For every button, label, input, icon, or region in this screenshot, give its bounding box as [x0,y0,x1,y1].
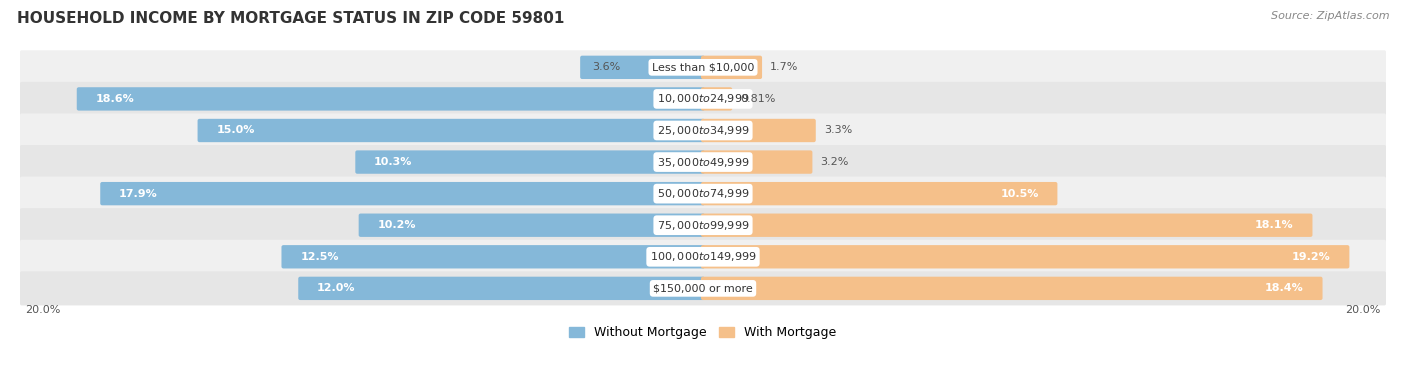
FancyBboxPatch shape [702,182,1057,205]
FancyBboxPatch shape [20,113,1386,147]
Legend: Without Mortgage, With Mortgage: Without Mortgage, With Mortgage [564,321,842,344]
Text: 3.3%: 3.3% [824,125,852,135]
FancyBboxPatch shape [20,177,1386,211]
Text: 18.4%: 18.4% [1265,284,1303,293]
Text: 15.0%: 15.0% [217,125,254,135]
Text: $35,000 to $49,999: $35,000 to $49,999 [657,156,749,169]
Text: $150,000 or more: $150,000 or more [654,284,752,293]
Text: $50,000 to $74,999: $50,000 to $74,999 [657,187,749,200]
Text: 3.6%: 3.6% [592,62,620,72]
Text: 18.6%: 18.6% [96,94,135,104]
Text: $25,000 to $34,999: $25,000 to $34,999 [657,124,749,137]
FancyBboxPatch shape [20,145,1386,179]
Text: 10.3%: 10.3% [374,157,412,167]
Text: Source: ZipAtlas.com: Source: ZipAtlas.com [1271,11,1389,21]
FancyBboxPatch shape [702,150,813,174]
Text: 0.81%: 0.81% [740,94,776,104]
Text: 1.7%: 1.7% [770,62,799,72]
Text: 20.0%: 20.0% [1346,305,1381,315]
FancyBboxPatch shape [702,277,1323,300]
FancyBboxPatch shape [702,245,1350,268]
Text: Less than $10,000: Less than $10,000 [652,62,754,72]
FancyBboxPatch shape [100,182,704,205]
FancyBboxPatch shape [702,119,815,142]
Text: 19.2%: 19.2% [1292,252,1330,262]
Text: $75,000 to $99,999: $75,000 to $99,999 [657,219,749,232]
Text: 17.9%: 17.9% [120,189,157,199]
Text: 12.5%: 12.5% [301,252,339,262]
Text: 12.0%: 12.0% [316,284,356,293]
Text: HOUSEHOLD INCOME BY MORTGAGE STATUS IN ZIP CODE 59801: HOUSEHOLD INCOME BY MORTGAGE STATUS IN Z… [17,11,564,26]
Text: 10.5%: 10.5% [1000,189,1039,199]
Text: $10,000 to $24,999: $10,000 to $24,999 [657,92,749,105]
FancyBboxPatch shape [20,82,1386,116]
FancyBboxPatch shape [20,50,1386,84]
FancyBboxPatch shape [298,277,704,300]
FancyBboxPatch shape [702,87,733,111]
Text: 20.0%: 20.0% [25,305,60,315]
Text: 3.2%: 3.2% [821,157,849,167]
Text: $100,000 to $149,999: $100,000 to $149,999 [650,250,756,263]
FancyBboxPatch shape [198,119,704,142]
FancyBboxPatch shape [581,56,704,79]
FancyBboxPatch shape [20,240,1386,274]
FancyBboxPatch shape [20,208,1386,242]
FancyBboxPatch shape [702,214,1312,237]
Text: 18.1%: 18.1% [1256,220,1294,230]
FancyBboxPatch shape [356,150,704,174]
FancyBboxPatch shape [359,214,704,237]
FancyBboxPatch shape [702,56,762,79]
FancyBboxPatch shape [281,245,704,268]
FancyBboxPatch shape [20,271,1386,305]
Text: 10.2%: 10.2% [377,220,416,230]
FancyBboxPatch shape [77,87,704,111]
